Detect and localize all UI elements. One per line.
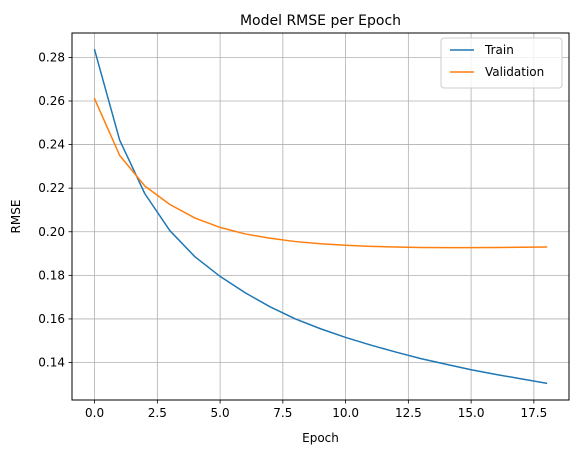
x-axis-label: Epoch [302, 431, 339, 445]
x-tick-label: 10.0 [332, 406, 359, 420]
y-tick-label: 0.14 [38, 356, 65, 370]
x-tick-label: 2.5 [148, 406, 167, 420]
y-tick-label: 0.24 [38, 138, 65, 152]
y-tick-label: 0.20 [38, 225, 65, 239]
y-tick-label: 0.26 [38, 94, 65, 108]
y-tick-label: 0.16 [38, 312, 65, 326]
y-tick-label: 0.22 [38, 181, 65, 195]
x-tick-label: 7.5 [273, 406, 292, 420]
legend: Train Validation [440, 37, 563, 89]
x-tick-label: 0.0 [85, 406, 104, 420]
x-axis-ticks: 0.0 2.5 5.0 7.5 10.0 12.5 15.0 17.5 [85, 400, 547, 420]
chart-title: Model RMSE per Epoch [240, 13, 401, 29]
plot-frame [71, 32, 570, 401]
x-tick-label: 17.5 [520, 406, 547, 420]
series-line-validation [93, 97, 548, 249]
y-tick-label: 0.28 [38, 50, 65, 64]
x-tick-label: 15.0 [458, 406, 485, 420]
series-line-train [93, 48, 548, 385]
y-tick-label: 0.18 [38, 268, 65, 282]
series-lines [93, 48, 548, 385]
x-tick-label: 12.5 [395, 406, 422, 420]
grid [72, 33, 569, 400]
y-axis-label: RMSE [9, 200, 23, 234]
legend-label-validation: Validation [485, 65, 544, 79]
x-tick-label: 5.0 [211, 406, 230, 420]
y-axis-ticks: 0.14 0.16 0.18 0.20 0.22 0.24 0.26 0.28 [38, 50, 72, 370]
legend-label-train: Train [484, 43, 514, 57]
